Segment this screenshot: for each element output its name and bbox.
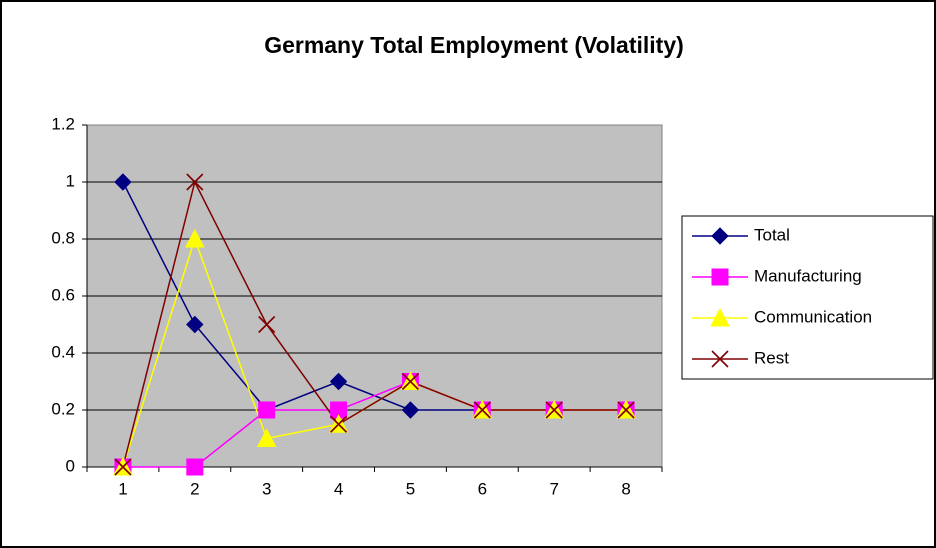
legend-marker: [711, 227, 729, 245]
x-tick-label: 1: [118, 479, 127, 498]
data-point: [329, 372, 348, 391]
legend-label: Manufacturing: [754, 266, 862, 285]
data-point: [186, 458, 204, 476]
chart-title: Germany Total Employment (Volatility): [264, 32, 684, 58]
x-tick-label: 4: [334, 479, 343, 498]
legend-label: Communication: [754, 307, 872, 326]
data-point: [258, 315, 276, 334]
y-tick-label: 1: [66, 171, 75, 190]
series-line: [122, 179, 627, 468]
y-tick-label: 0.6: [51, 285, 75, 304]
data-point: [114, 458, 132, 476]
x-tick-label: 2: [190, 479, 199, 498]
legend-box: [681, 215, 934, 380]
data-point: [329, 415, 348, 433]
y-tick-label: 1.2: [51, 114, 75, 133]
data-point: [258, 401, 276, 419]
data-point: [114, 173, 132, 191]
y-tick-label: 0.8: [51, 228, 75, 247]
data-point: [545, 401, 563, 419]
data-point: [617, 401, 635, 419]
legend-label: Rest: [754, 348, 789, 367]
x-tick-label: 6: [478, 479, 487, 498]
y-tick-label: 0.4: [51, 342, 75, 361]
data-point: [401, 401, 420, 419]
x-tick-label: 8: [621, 479, 630, 498]
data-point: [184, 228, 205, 248]
x-tick-label: 5: [406, 479, 415, 498]
data-point: [186, 315, 204, 334]
data-point: [186, 173, 204, 191]
x-tick-label: 7: [549, 479, 558, 498]
x-tick-label: 3: [262, 479, 271, 498]
legend-marker: [711, 350, 729, 368]
y-tick-label: 0.2: [51, 399, 75, 418]
y-tick-label: 0: [66, 456, 75, 475]
data-point: [401, 372, 420, 391]
legend-marker: [711, 268, 729, 286]
data-point: [473, 401, 491, 419]
legend-label: Total: [754, 225, 790, 244]
legend-marker: [710, 307, 730, 327]
data-point: [256, 428, 277, 447]
